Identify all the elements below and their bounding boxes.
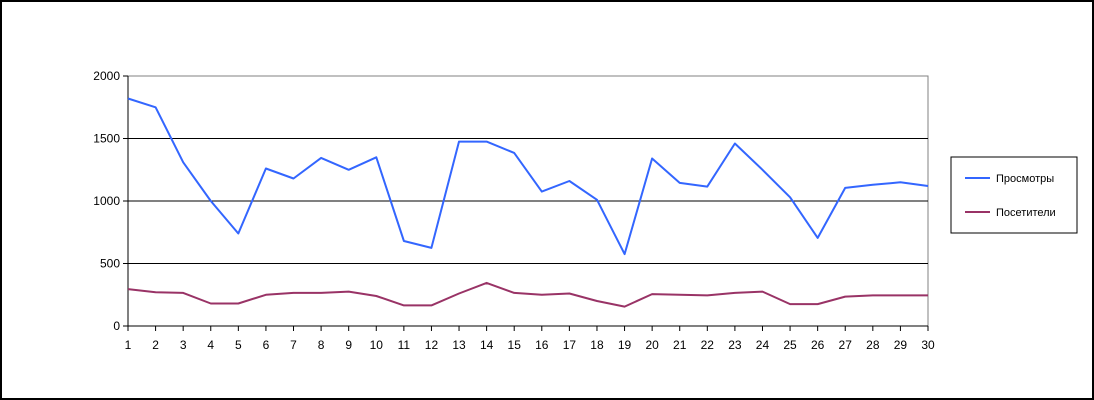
x-tick-label: 12 (425, 338, 439, 352)
x-tick-label: 14 (480, 338, 494, 352)
x-tick-label: 28 (866, 338, 880, 352)
x-tick-label: 13 (452, 338, 466, 352)
y-tick-label: 500 (100, 257, 120, 271)
legend-label-visitors: Посетители (996, 207, 1056, 219)
y-tick-label: 2000 (93, 69, 120, 83)
x-tick-label: 17 (563, 338, 577, 352)
x-tick-label: 19 (618, 338, 632, 352)
x-tick-label: 26 (811, 338, 825, 352)
y-axis: 0 500 1000 1500 2000 (93, 69, 129, 333)
x-tick-label: 11 (398, 338, 411, 352)
x-tick-label: 4 (207, 338, 214, 352)
legend-box (950, 156, 1078, 234)
x-tick-label: 29 (894, 338, 908, 352)
x-tick-label: 15 (508, 338, 522, 352)
x-tick-label: 16 (535, 338, 549, 352)
x-tick-label: 20 (645, 338, 659, 352)
x-tick-label: 22 (701, 338, 715, 352)
x-tick-label: 23 (728, 338, 742, 352)
legend-label-views: Просмотры (996, 173, 1054, 185)
x-tick-label: 10 (370, 338, 384, 352)
x-tick-label: 24 (756, 338, 770, 352)
gridlines (128, 138, 928, 264)
x-tick-label: 18 (590, 338, 604, 352)
x-tick-label: 21 (673, 338, 687, 352)
x-tick-label: 27 (839, 338, 853, 352)
legend: Просмотры Посетители (950, 156, 1078, 234)
y-tick-label: 1500 (93, 132, 120, 146)
x-tick-label: 3 (180, 338, 187, 352)
x-tick-label: 25 (783, 338, 797, 352)
series-line-1 (127, 281, 928, 308)
x-tick-label: 30 (921, 338, 935, 352)
x-tick-label: 7 (290, 338, 297, 352)
x-tick-label: 2 (152, 338, 159, 352)
x-axis: 1 2 3 4 5 6 7 8 9 10 11 12 13 14 15 16 17 18 19 20 21 22 23 24 2… (125, 325, 935, 352)
x-tick-label: 6 (263, 338, 270, 352)
x-tick-label: 9 (345, 338, 352, 352)
x-tick-label: 1 (125, 338, 132, 352)
y-tick-label: 1000 (93, 194, 120, 208)
x-tick-label: 8 (318, 338, 325, 352)
y-tick-label: 0 (113, 319, 120, 333)
series-line-0 (127, 97, 929, 256)
x-tick-label: 5 (235, 338, 242, 352)
series-layer (127, 97, 929, 308)
